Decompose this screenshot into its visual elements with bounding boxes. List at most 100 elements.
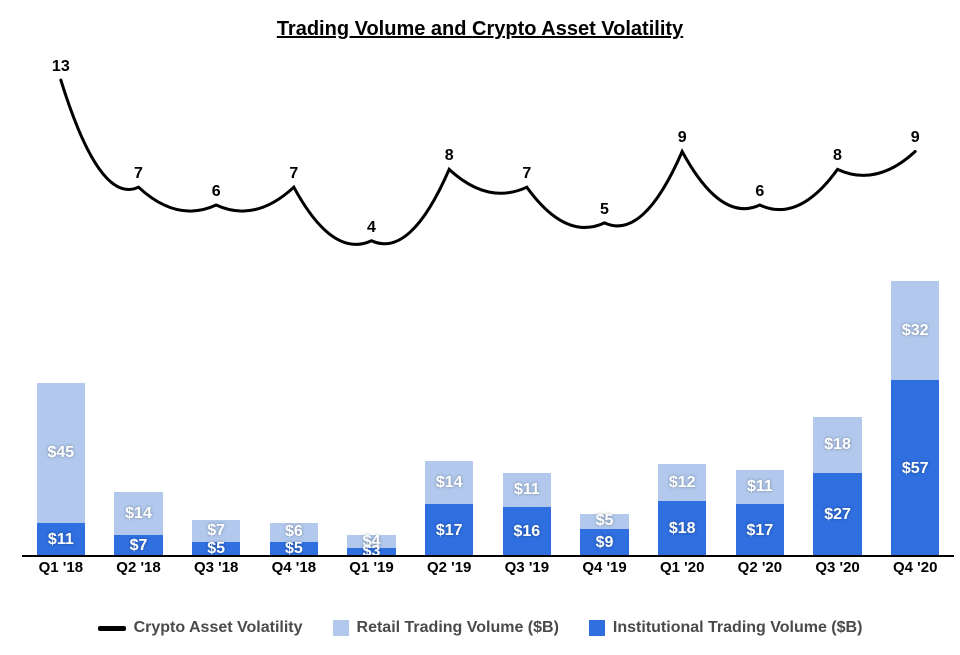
institutional-value-label: $7 xyxy=(130,537,148,555)
x-tick: Q2 '18 xyxy=(100,559,178,579)
volatility-value-label: 8 xyxy=(833,147,842,165)
institutional-segment: $18 xyxy=(658,501,706,557)
volatility-value-label: 7 xyxy=(289,165,298,183)
retail-segment: $12 xyxy=(658,464,706,501)
chart-area: $11$45$7$14$5$7$5$6$3$4$17$14$16$11$9$5$… xyxy=(22,55,954,579)
volatility-value-label: 7 xyxy=(522,165,531,183)
bar-stack: $17 $14 xyxy=(425,461,473,557)
institutional-segment: $9 xyxy=(580,529,628,557)
legend-swatch-line xyxy=(98,626,126,631)
retail-segment: $18 xyxy=(813,417,861,473)
retail-value-label: $18 xyxy=(824,436,851,454)
x-tick: Q2 '20 xyxy=(721,559,799,579)
bar-slot: $11 $45 xyxy=(22,55,100,557)
bar-stack: $7 $14 xyxy=(114,492,162,557)
institutional-value-label: $16 xyxy=(514,523,541,541)
volatility-value-label: 5 xyxy=(600,201,609,219)
retail-value-label: $11 xyxy=(514,481,540,499)
institutional-value-label: $17 xyxy=(747,522,774,540)
retail-segment: $45 xyxy=(37,383,85,523)
retail-value-label: $6 xyxy=(285,523,303,541)
x-tick: Q1 '20 xyxy=(643,559,721,579)
x-tick: Q2 '19 xyxy=(410,559,488,579)
volatility-value-label: 9 xyxy=(911,129,920,147)
institutional-value-label: $17 xyxy=(436,522,463,540)
bar-slot: $17 $14 xyxy=(410,55,488,557)
retail-segment: $6 xyxy=(270,523,318,542)
volatility-value-label: 8 xyxy=(445,147,454,165)
bar-stack: $9$5 xyxy=(580,514,628,557)
institutional-value-label: $11 xyxy=(48,531,74,549)
bar-stack: $5$7 xyxy=(192,520,240,557)
x-tick: Q1 '18 xyxy=(22,559,100,579)
volatility-value-label: 4 xyxy=(367,219,376,237)
legend-swatch-box xyxy=(333,620,349,636)
retail-value-label: $12 xyxy=(669,474,696,492)
retail-value-label: $14 xyxy=(125,505,152,523)
retail-segment: $5 xyxy=(580,514,628,530)
x-tick: Q4 '19 xyxy=(566,559,644,579)
institutional-segment: $27 xyxy=(813,473,861,557)
x-tick: Q4 '20 xyxy=(876,559,954,579)
legend-item: Crypto Asset Volatility xyxy=(98,619,303,637)
bar-stack: $3$4 xyxy=(347,535,395,557)
retail-segment: $14 xyxy=(114,492,162,535)
bars-row: $11$45$7$14$5$7$5$6$3$4$17$14$16$11$9$5$… xyxy=(22,55,954,557)
legend-label: Institutional Trading Volume ($B) xyxy=(613,619,862,637)
retail-value-label: $14 xyxy=(436,474,463,492)
x-axis: Q1 '18Q2 '18Q3 '18Q4 '18Q1 '19Q2 '19Q3 '… xyxy=(22,559,954,579)
institutional-value-label: $57 xyxy=(902,460,929,478)
retail-segment: $11 xyxy=(503,473,551,507)
volatility-value-label: 6 xyxy=(755,183,764,201)
bar-stack: $18 $12 xyxy=(658,464,706,557)
volatility-value-label: 6 xyxy=(212,183,221,201)
legend-label: Retail Trading Volume ($B) xyxy=(357,619,559,637)
bar-slot: $5$6 xyxy=(255,55,333,557)
institutional-value-label: $9 xyxy=(596,534,614,552)
bar-stack: $11 $45 xyxy=(37,383,85,557)
institutional-segment: $57 xyxy=(891,380,939,557)
x-tick: Q3 '20 xyxy=(799,559,877,579)
bar-stack: $17 $11 xyxy=(736,470,784,557)
bar-slot: $7 $14 xyxy=(100,55,178,557)
bar-stack: $16 $11 xyxy=(503,473,551,557)
chart-title: Trading Volume and Crypto Asset Volatili… xyxy=(0,0,960,41)
retail-value-label: $5 xyxy=(596,512,614,530)
legend-item: Retail Trading Volume ($B) xyxy=(333,619,559,637)
x-tick: Q1 '19 xyxy=(333,559,411,579)
retail-value-label: $45 xyxy=(47,444,74,462)
bar-slot: $17 $11 xyxy=(721,55,799,557)
institutional-segment: $16 xyxy=(503,507,551,557)
bar-stack: $57 $32 xyxy=(891,281,939,557)
institutional-segment: $17 xyxy=(736,504,784,557)
bar-slot: $16 $11 xyxy=(488,55,566,557)
retail-segment: $32 xyxy=(891,281,939,380)
bar-slot: $27 $18 xyxy=(799,55,877,557)
retail-value-label: $7 xyxy=(207,522,225,540)
retail-segment: $11 xyxy=(736,470,784,504)
legend-label: Crypto Asset Volatility xyxy=(134,619,303,637)
retail-value-label: $32 xyxy=(902,322,929,340)
legend: Crypto Asset Volatility Retail Trading Vo… xyxy=(0,619,960,637)
volatility-value-label: 7 xyxy=(134,165,143,183)
retail-segment: $7 xyxy=(192,520,240,542)
bar-stack: $5$6 xyxy=(270,523,318,557)
institutional-segment: $11 xyxy=(37,523,85,557)
legend-item: Institutional Trading Volume ($B) xyxy=(589,619,862,637)
institutional-segment: $7 xyxy=(114,535,162,557)
institutional-segment: $17 xyxy=(425,504,473,557)
x-tick: Q3 '18 xyxy=(177,559,255,579)
x-tick: Q3 '19 xyxy=(488,559,566,579)
legend-swatch-box xyxy=(589,620,605,636)
bar-slot: $5$7 xyxy=(177,55,255,557)
volatility-value-label: 9 xyxy=(678,129,687,147)
bar-stack: $27 $18 xyxy=(813,417,861,557)
institutional-value-label: $18 xyxy=(669,520,696,538)
x-axis-baseline xyxy=(22,555,954,557)
retail-value-label: $11 xyxy=(747,478,773,496)
retail-segment: $14 xyxy=(425,461,473,504)
bar-slot: $3$4 xyxy=(333,55,411,557)
x-tick: Q4 '18 xyxy=(255,559,333,579)
volatility-value-label: 13 xyxy=(52,58,70,76)
bar-slot: $9 $5 xyxy=(566,55,644,557)
